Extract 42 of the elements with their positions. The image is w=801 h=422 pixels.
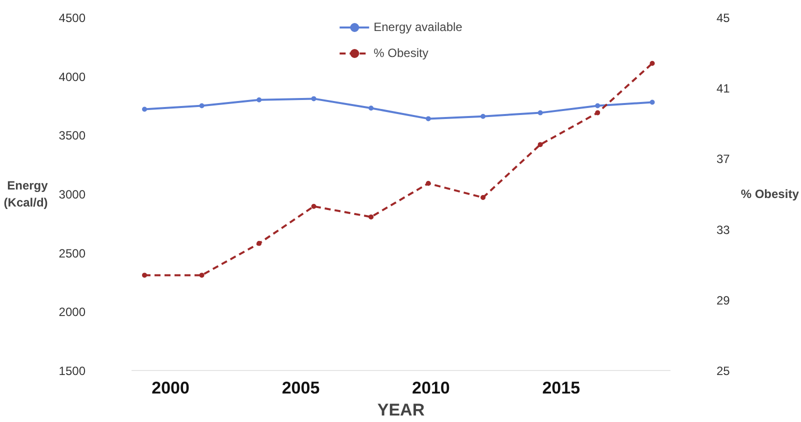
x-tick-label: 2000 xyxy=(152,378,190,398)
point xyxy=(199,103,204,108)
y-tick-label: 2500 xyxy=(58,246,86,260)
point xyxy=(426,116,431,122)
y2-tick-label: 25 xyxy=(716,364,730,378)
y-tick-label: 4500 xyxy=(58,11,86,25)
point xyxy=(368,214,374,220)
point xyxy=(199,272,204,278)
y2-tick-label: 29 xyxy=(716,293,730,308)
point xyxy=(311,204,316,209)
legend-label: Energy available xyxy=(374,20,462,34)
x-axis-title: YEAR xyxy=(377,400,425,420)
y-tick-label: 2000 xyxy=(58,305,86,320)
point xyxy=(480,195,486,200)
point xyxy=(480,114,486,119)
x-tick-label: 2015 xyxy=(542,378,580,398)
y-axis-title: Energy (Kcal/d) xyxy=(4,178,48,210)
point xyxy=(538,142,543,148)
point xyxy=(256,240,262,246)
y2-tick-label: 33 xyxy=(716,222,730,237)
point xyxy=(595,110,600,116)
y2-axis-title: % Obesity xyxy=(740,187,800,201)
point xyxy=(368,106,374,111)
y-tick-label: 1500 xyxy=(58,364,86,378)
point xyxy=(650,60,655,66)
y2-tick-label: 45 xyxy=(716,11,730,25)
point xyxy=(426,180,431,186)
point xyxy=(650,100,655,105)
point xyxy=(595,103,600,108)
y-tick-label: 3500 xyxy=(58,128,86,143)
y-tick-label: 4000 xyxy=(58,70,86,84)
x-tick-label: 2010 xyxy=(412,378,450,398)
y2-tick-label: 41 xyxy=(716,82,730,96)
point xyxy=(142,272,148,278)
point xyxy=(256,97,262,102)
point xyxy=(538,110,543,116)
x-tick-label: 2005 xyxy=(282,378,320,398)
y-tick-label: 3000 xyxy=(58,188,86,202)
legend-label: % Obesity xyxy=(374,46,428,60)
point xyxy=(142,106,148,112)
y2-tick-label: 37 xyxy=(716,152,730,166)
point xyxy=(311,96,316,102)
